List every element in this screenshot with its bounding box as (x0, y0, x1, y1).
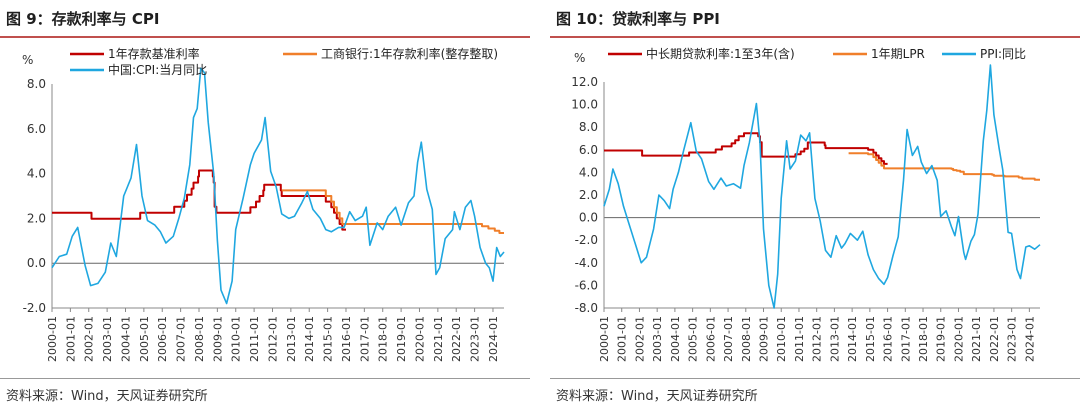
series-line-2 (281, 189, 504, 234)
x-tick-label: 2011-01 (793, 316, 806, 362)
x-tick-label: 2004-01 (119, 316, 132, 362)
series-line-3 (603, 64, 1041, 309)
y-tick-label: 4.0 (579, 165, 598, 179)
y-tick-label: 8.0 (27, 77, 46, 91)
x-tick-label: 2019-01 (395, 316, 408, 362)
x-tick-label: 2004-01 (669, 316, 682, 362)
x-tick-label: 2009-01 (211, 316, 224, 362)
x-tick-label: 2014-01 (846, 316, 859, 362)
x-tick-label: 2018-01 (917, 316, 930, 362)
x-tick-label: 2013-01 (285, 316, 298, 362)
legend-label: 中国:CPI:当月同比 (108, 62, 207, 77)
legend-label: 工商银行:1年存款利率(整存整取) (321, 46, 498, 61)
x-tick-label: 2012-01 (266, 316, 279, 362)
x-tick-label: 2015-01 (322, 316, 335, 362)
x-tick-label: 2002-01 (633, 316, 646, 362)
x-tick-label: 2014-01 (303, 316, 316, 362)
x-tick-label: 2002-01 (83, 316, 96, 362)
y-tick-label: 10.0 (571, 98, 598, 112)
x-tick-label: 2017-01 (358, 316, 371, 362)
x-tick-label: 2022-01 (450, 316, 463, 362)
x-tick-label: 2012-01 (811, 316, 824, 362)
x-tick-label: 2019-01 (935, 316, 948, 362)
y-tick-label: 0.0 (27, 256, 46, 270)
y-tick-label: 0.0 (579, 211, 598, 225)
title-rule (0, 36, 530, 38)
chart-title: 图 10：贷款利率与 PPI (556, 10, 720, 28)
chart-source: 资料来源：Wind，天风证券研究所 (556, 389, 758, 404)
y-tick-label: -4.0 (575, 256, 598, 270)
y-tick-label: 12.0 (571, 75, 598, 89)
legend-label: PPI:同比 (980, 47, 1026, 61)
x-tick-label: 2013-01 (828, 316, 841, 362)
y-tick-label: 8.0 (579, 120, 598, 134)
source-rule (550, 378, 1080, 379)
source-rule (0, 378, 530, 379)
chart-ppi: % 12.0 10.0 8.0 6.0 4.0 2.0 0.0 -2.0 -4.0 -6.0 -8.0… (571, 46, 1041, 362)
chart-panel-cpi: 图 9：存款利率与 CPI % 8.0 6.0 4.0 2.0 0.0 -2.0 2000-0… (0, 0, 530, 420)
x-tick-label: 2008-01 (193, 316, 206, 362)
x-tick-label: 2017-01 (899, 316, 912, 362)
x-tick-label: 2003-01 (101, 316, 114, 362)
x-tick-label: 2010-01 (775, 316, 788, 362)
x-tick-label: 2007-01 (722, 316, 735, 362)
x-tick-label: 2005-01 (687, 316, 700, 362)
y-tick-label: 2.0 (579, 188, 598, 202)
x-tick-label: 2021-01 (970, 316, 983, 362)
x-tick-label: 2020-01 (413, 316, 426, 362)
x-tick-label: 2024-01 (1023, 316, 1036, 362)
unit-label: % (22, 53, 33, 67)
x-tick-label: 2001-01 (616, 316, 629, 362)
y-tick-label: -2.0 (575, 233, 598, 247)
x-tick-label: 2024-01 (487, 316, 500, 362)
x-tick-label: 2005-01 (138, 316, 151, 362)
x-tick-label: 2016-01 (340, 316, 353, 362)
y-tick-label: 6.0 (27, 122, 46, 136)
y-tick-label: 2.0 (27, 211, 46, 225)
x-tick-label: 2011-01 (248, 316, 261, 362)
chart-title: 图 9：存款利率与 CPI (6, 10, 160, 28)
x-tick-label: 2001-01 (64, 316, 77, 362)
x-tick-label: 2003-01 (651, 316, 664, 362)
x-tick-label: 2007-01 (175, 316, 188, 362)
x-tick-label: 2016-01 (882, 316, 895, 362)
x-tick-label: 2000-01 (46, 316, 59, 362)
legend-label: 中长期贷款利率:1至3年(含) (646, 46, 795, 61)
x-tick-label: 2006-01 (156, 316, 169, 362)
x-tick-label: 2006-01 (704, 316, 717, 362)
series-line-2 (848, 152, 1040, 181)
series-line-1 (52, 169, 346, 231)
y-tick-label: 4.0 (27, 167, 46, 181)
legend-label: 1年期LPR (871, 47, 925, 61)
legend-label: 1年存款基准利率 (108, 46, 200, 61)
x-tick-label: 2023-01 (469, 316, 482, 362)
series-line-1 (604, 132, 888, 165)
x-tick-label: 2022-01 (988, 316, 1001, 362)
series-line-3 (51, 67, 505, 305)
x-tick-label: 2020-01 (952, 316, 965, 362)
chart-source: 资料来源：Wind，天风证券研究所 (6, 389, 208, 404)
y-tick-label: -8.0 (575, 301, 598, 315)
x-tick-label: 2015-01 (864, 316, 877, 362)
x-tick-label: 2000-01 (598, 316, 611, 362)
y-tick-label: 6.0 (579, 143, 598, 157)
unit-label: % (574, 51, 585, 65)
x-tick-label: 2018-01 (377, 316, 390, 362)
x-tick-label: 2010-01 (230, 316, 243, 362)
x-tick-label: 2021-01 (432, 316, 445, 362)
x-tick-label: 2023-01 (1006, 316, 1019, 362)
x-tick-label: 2009-01 (758, 316, 771, 362)
y-tick-label: -2.0 (23, 301, 46, 315)
x-tick-label: 2008-01 (740, 316, 753, 362)
title-rule (550, 36, 1080, 38)
y-tick-label: -6.0 (575, 278, 598, 292)
chart-panel-ppi: 图 10：贷款利率与 PPI % 12.0 10.0 8.0 6.0 4.0 2.0 0.0 -… (550, 0, 1080, 420)
